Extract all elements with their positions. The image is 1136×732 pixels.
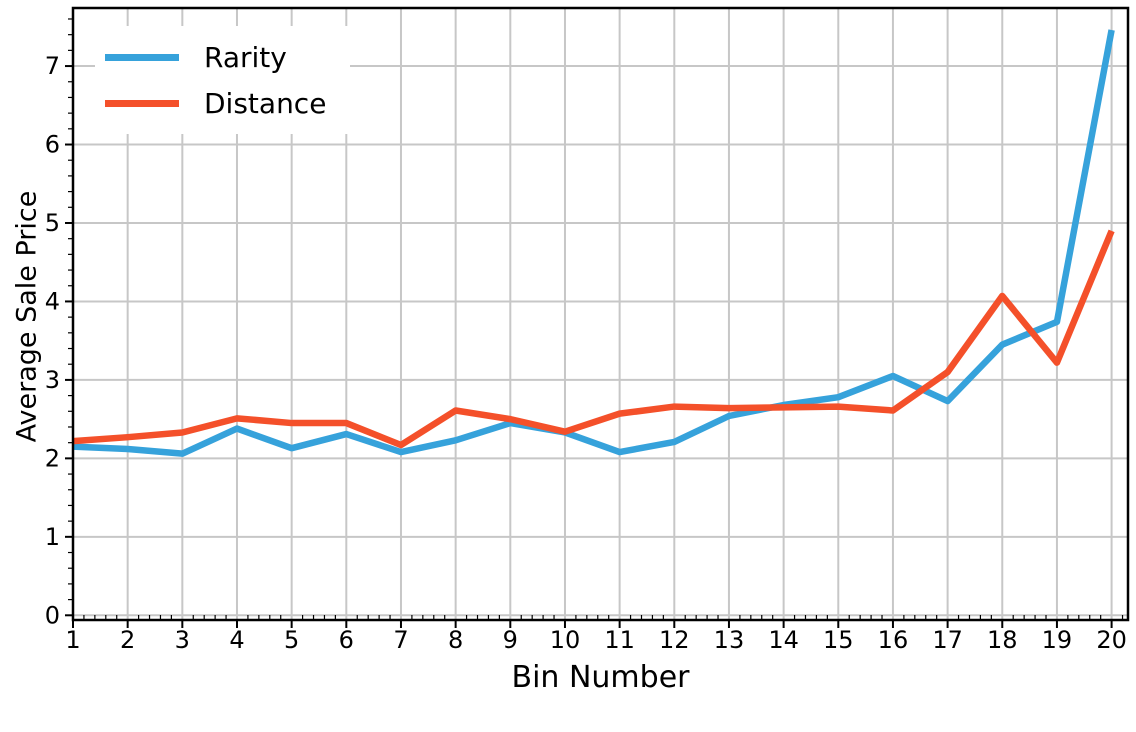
x-tick-label: 15 <box>823 626 854 654</box>
x-tick-label: 13 <box>714 626 745 654</box>
distance-line <box>72 229 1115 449</box>
x-tick-label: 14 <box>768 626 799 654</box>
y-tick-label: 1 <box>45 523 60 551</box>
distance-line-swatch <box>105 99 179 107</box>
legend-item-distance: Distance <box>105 80 326 126</box>
x-tick-label: 9 <box>503 626 518 654</box>
legend: Rarity Distance <box>95 26 351 134</box>
legend-label-rarity: Rarity <box>204 40 287 74</box>
y-tick-label: 6 <box>45 131 60 159</box>
y-tick-label: 5 <box>45 209 60 237</box>
x-tick-label: 6 <box>339 626 354 654</box>
x-tick-label: 1 <box>65 626 80 654</box>
legend-label-distance: Distance <box>204 86 327 120</box>
y-tick-label: 2 <box>45 444 60 472</box>
x-tick-label: 12 <box>659 626 690 654</box>
x-tick-label: 3 <box>175 626 190 654</box>
x-tick-label: 2 <box>120 626 135 654</box>
x-tick-label: 16 <box>878 626 909 654</box>
x-tick-label: 5 <box>284 626 299 654</box>
rarity-line <box>72 29 1115 457</box>
y-tick-label: 7 <box>45 52 60 80</box>
y-tick-label: 4 <box>45 287 60 315</box>
rarity-line-swatch <box>105 53 179 61</box>
y-tick-label: 3 <box>45 366 60 394</box>
y-axis-label: Average Sale Price <box>11 190 43 443</box>
x-tick-label: 18 <box>987 626 1018 654</box>
legend-item-rarity: Rarity <box>105 34 326 80</box>
x-tick-label: 17 <box>932 626 963 654</box>
x-tick-label: 4 <box>229 626 244 654</box>
axes-spines <box>71 6 1130 622</box>
x-tick-label: 8 <box>448 626 463 654</box>
x-tick-label: 7 <box>393 626 408 654</box>
x-tick-label: 11 <box>604 626 635 654</box>
x-tick-label: 19 <box>1042 626 1073 654</box>
y-tick-label: 0 <box>45 601 60 629</box>
x-axis-label: Bin Number <box>511 660 690 695</box>
x-tick-label: 20 <box>1096 626 1127 654</box>
x-tick-label: 10 <box>550 626 581 654</box>
